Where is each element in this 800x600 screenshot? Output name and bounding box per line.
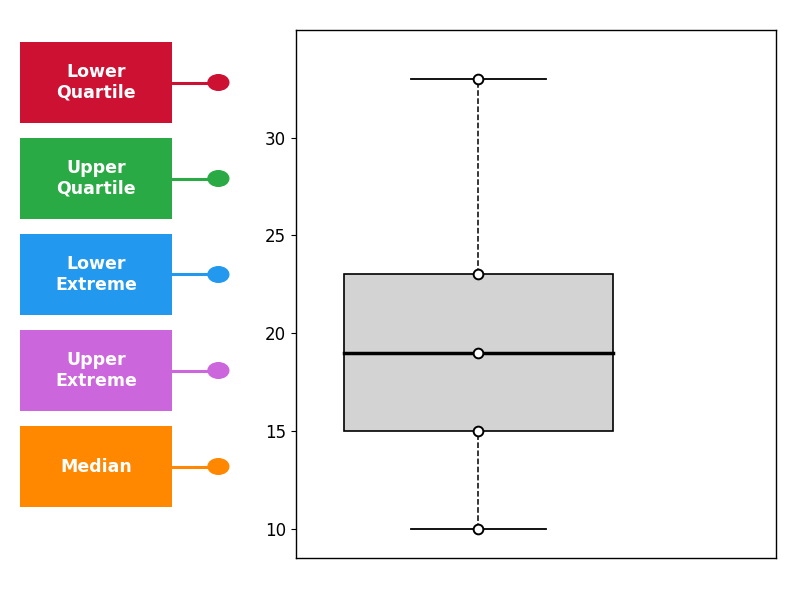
Text: Median: Median xyxy=(60,457,132,475)
Text: Lower
Extreme: Lower Extreme xyxy=(55,255,137,294)
Text: Upper
Quartile: Upper Quartile xyxy=(56,159,136,198)
Text: Lower
Quartile: Lower Quartile xyxy=(56,63,136,102)
Text: Upper
Extreme: Upper Extreme xyxy=(55,351,137,390)
Bar xyxy=(344,274,613,431)
